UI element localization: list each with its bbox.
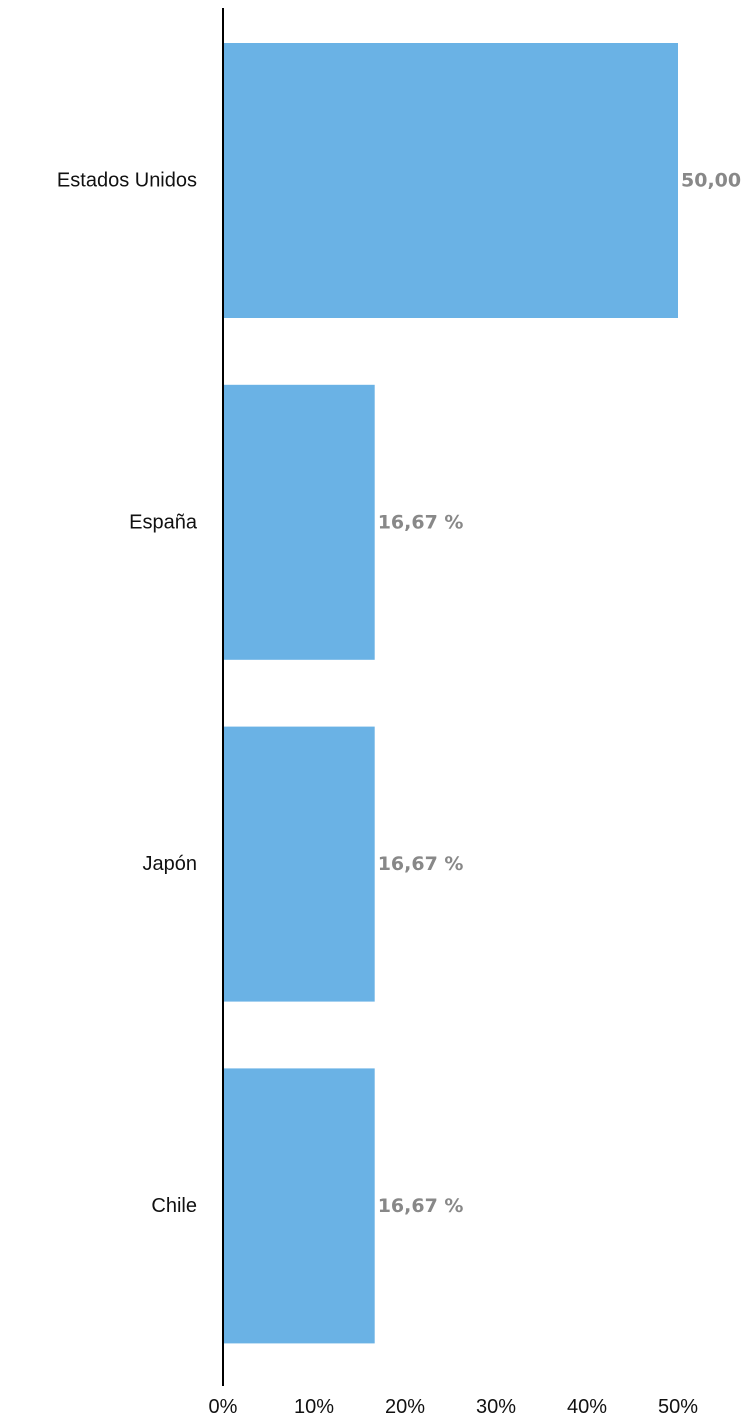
x-tick-label-50: 50% bbox=[658, 1396, 698, 1418]
data-label-japon: 16,67 % bbox=[378, 853, 464, 875]
data-label-espana: 16,67 % bbox=[378, 511, 464, 533]
category-label-chile: Chile bbox=[151, 1195, 197, 1217]
bar-chile bbox=[223, 1068, 375, 1344]
x-axis-tick-labels: 0% 10% 20% 30% 40% 50% bbox=[209, 1396, 699, 1418]
bar-japon bbox=[223, 726, 375, 1002]
bar-espana bbox=[223, 384, 375, 660]
bars-group bbox=[223, 43, 678, 1344]
category-label-japon: Japón bbox=[143, 853, 198, 875]
category-label-espana: España bbox=[129, 511, 198, 533]
category-label-estados-unidos: Estados Unidos bbox=[57, 170, 197, 192]
data-labels: 50,00 16,67 % 16,67 % 16,67 % bbox=[378, 170, 741, 1217]
x-tick-label-10: 10% bbox=[294, 1396, 334, 1418]
x-tick-label-40: 40% bbox=[567, 1396, 607, 1418]
x-tick-label-20: 20% bbox=[385, 1396, 425, 1418]
x-tick-label-30: 30% bbox=[476, 1396, 516, 1418]
category-labels: Estados Unidos España Japón Chile bbox=[57, 170, 198, 1217]
bar-estados-unidos bbox=[223, 43, 678, 318]
x-tick-label-0: 0% bbox=[209, 1396, 238, 1418]
data-label-chile: 16,67 % bbox=[378, 1195, 464, 1217]
data-label-estados-unidos: 50,00 bbox=[681, 170, 741, 192]
